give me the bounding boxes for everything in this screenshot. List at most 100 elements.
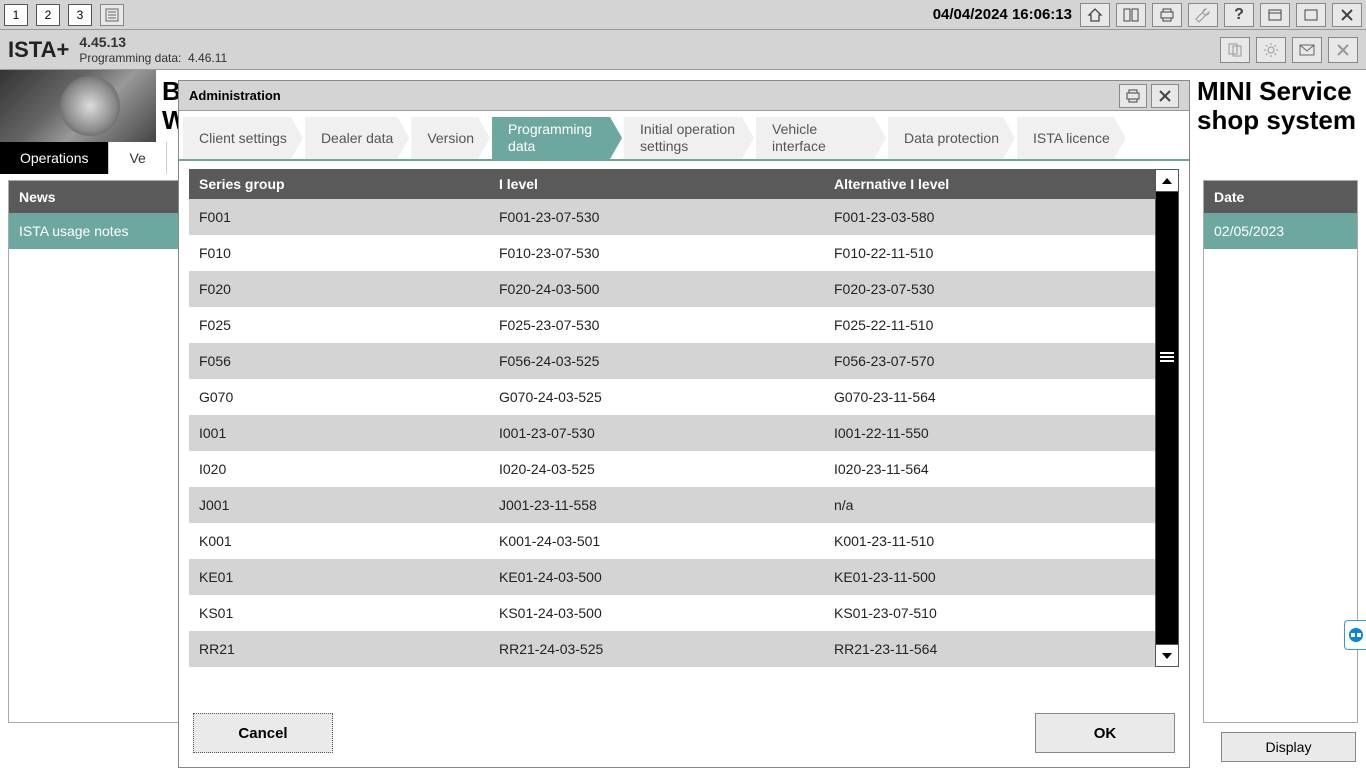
table-cell: K001-23-11-510: [824, 533, 1129, 549]
table-row[interactable]: G070G070-24-03-525G070-23-11-564: [189, 379, 1179, 415]
table-row[interactable]: KE01KE01-24-03-500KE01-23-11-500: [189, 559, 1179, 595]
dialog-tab-dealer-data[interactable]: Dealer data: [305, 117, 409, 159]
scroll-track[interactable]: [1156, 192, 1178, 644]
table-row[interactable]: F025F025-23-07-530F025-22-11-510: [189, 307, 1179, 343]
table-scrollbar[interactable]: [1155, 169, 1179, 667]
workspace-3-button[interactable]: 3: [68, 4, 92, 26]
date-panel: Date 02/05/2023: [1203, 180, 1358, 723]
dialog-tab-initial-operation-settings[interactable]: Initial operation settings: [624, 117, 754, 159]
table-cell: F025-22-11-510: [824, 317, 1129, 333]
table-cell: F020: [189, 281, 489, 297]
table-cell: F056-24-03-525: [489, 353, 824, 369]
table-row[interactable]: J001J001-23-11-558n/a: [189, 487, 1179, 523]
col-alt-i-level[interactable]: Alternative I level: [824, 176, 1129, 192]
dialog-tab-version[interactable]: Version: [411, 117, 490, 159]
dialog-print-icon[interactable]: [1119, 84, 1147, 108]
print-icon[interactable]: [1152, 3, 1182, 27]
dialog-title: Administration: [189, 88, 281, 103]
scroll-down-icon[interactable]: [1156, 644, 1178, 666]
table-cell: F010-23-07-530: [489, 245, 824, 261]
table-cell: I020: [189, 461, 489, 477]
version-block: 4.45.13 Programming data: 4.46.11: [79, 34, 227, 65]
administration-dialog: Administration Client settingsDealer dat…: [178, 80, 1190, 768]
tab-vehicle[interactable]: Ve: [109, 142, 166, 174]
dialog-close-icon[interactable]: [1151, 84, 1179, 108]
dialog-tab-programming-data[interactable]: Programming data: [492, 117, 622, 159]
table-cell: F010: [189, 245, 489, 261]
gear-icon[interactable]: [1256, 37, 1286, 63]
table-cell: F025-23-07-530: [489, 317, 824, 333]
prog-data-value: 4.46.11: [188, 51, 227, 65]
teamviewer-tab-icon[interactable]: [1344, 620, 1366, 650]
col-i-level[interactable]: I level: [489, 176, 824, 192]
table-cell: KE01-24-03-500: [489, 569, 824, 585]
table-cell: G070: [189, 389, 489, 405]
table-cell: F001: [189, 209, 489, 225]
dialog-tab-vehicle-interface[interactable]: Vehicle interface: [756, 117, 886, 159]
table-cell: K001-24-03-501: [489, 533, 824, 549]
table-row[interactable]: RR21RR21-24-03-525RR21-23-11-564: [189, 631, 1179, 667]
table-row[interactable]: KS01KS01-24-03-500KS01-23-07-510: [189, 595, 1179, 631]
workspace-1-button[interactable]: 1: [4, 4, 28, 26]
table-row[interactable]: F056F056-24-03-525F056-23-07-570: [189, 343, 1179, 379]
version-number: 4.45.13: [79, 34, 227, 51]
table-cell: KE01: [189, 569, 489, 585]
home-icon[interactable]: [1080, 3, 1110, 27]
table-cell: G070-24-03-525: [489, 389, 824, 405]
table-row[interactable]: F001F001-23-07-530F001-23-03-580: [189, 199, 1179, 235]
table-cell: F020-23-07-530: [824, 281, 1129, 297]
dialog-tab-ista-licence[interactable]: ISTA licence: [1017, 117, 1126, 159]
col-series-group[interactable]: Series group: [189, 176, 489, 192]
table-row[interactable]: K001K001-24-03-501K001-23-11-510: [189, 523, 1179, 559]
table-cell: KS01-23-07-510: [824, 605, 1129, 621]
banner-image: [0, 70, 156, 142]
date-header: Date: [1204, 181, 1357, 213]
table-cell: F056: [189, 353, 489, 369]
display-button[interactable]: Display: [1221, 732, 1356, 762]
dialog-tab-client-settings[interactable]: Client settings: [183, 117, 303, 159]
table-row[interactable]: F020F020-24-03-500F020-23-07-530: [189, 271, 1179, 307]
ok-button[interactable]: OK: [1035, 713, 1175, 753]
mail-icon[interactable]: [1292, 37, 1322, 63]
panel-icon[interactable]: [1116, 3, 1146, 27]
app-info-bar: ISTA+ 4.45.13 Programming data: 4.46.11: [0, 30, 1366, 70]
table-cell: F001-23-07-530: [489, 209, 824, 225]
news-panel: News ISTA usage notes: [8, 180, 188, 723]
banner-shop-line: shop system: [1197, 106, 1356, 135]
maximize-icon[interactable]: [1296, 3, 1326, 27]
close-app-icon[interactable]: [1328, 37, 1358, 63]
workspace-2-button[interactable]: 2: [36, 4, 60, 26]
table-cell: F056-23-07-570: [824, 353, 1129, 369]
table-cell: n/a: [824, 497, 1129, 513]
table-cell: KE01-23-11-500: [824, 569, 1129, 585]
table-cell: RR21-24-03-525: [489, 641, 824, 657]
wrench-icon[interactable]: [1188, 3, 1218, 27]
table-cell: G070-23-11-564: [824, 389, 1129, 405]
table-cell: KS01: [189, 605, 489, 621]
table-cell: I020-24-03-525: [489, 461, 824, 477]
table-row[interactable]: I020I020-24-03-525I020-23-11-564: [189, 451, 1179, 487]
table-header: Series group I level Alternative I level: [189, 169, 1179, 199]
dialog-titlebar: Administration: [179, 81, 1189, 111]
table-cell: KS01-24-03-500: [489, 605, 824, 621]
dialog-tab-data-protection[interactable]: Data protection: [888, 117, 1015, 159]
cancel-button[interactable]: Cancel: [193, 713, 333, 753]
copy-icon[interactable]: [1220, 37, 1250, 63]
news-item[interactable]: ISTA usage notes: [9, 213, 187, 249]
help-icon[interactable]: ?: [1224, 3, 1254, 27]
scroll-up-icon[interactable]: [1156, 170, 1178, 192]
table-row[interactable]: F010F010-23-07-530F010-22-11-510: [189, 235, 1179, 271]
app-title: ISTA+: [8, 37, 69, 63]
banner-right-text: MINI Service shop system: [1197, 77, 1356, 134]
tab-operations[interactable]: Operations: [0, 142, 109, 174]
table-row[interactable]: I001I001-23-07-530I001-22-11-550: [189, 415, 1179, 451]
minimize-icon[interactable]: [1260, 3, 1290, 27]
table-cell: F001-23-03-580: [824, 209, 1129, 225]
table-cell: I001-22-11-550: [824, 425, 1129, 441]
date-item[interactable]: 02/05/2023: [1204, 213, 1357, 249]
table-cell: RR21: [189, 641, 489, 657]
list-icon[interactable]: [100, 4, 124, 26]
table-cell: K001: [189, 533, 489, 549]
close-icon[interactable]: [1332, 3, 1362, 27]
table-cell: I020-23-11-564: [824, 461, 1129, 477]
